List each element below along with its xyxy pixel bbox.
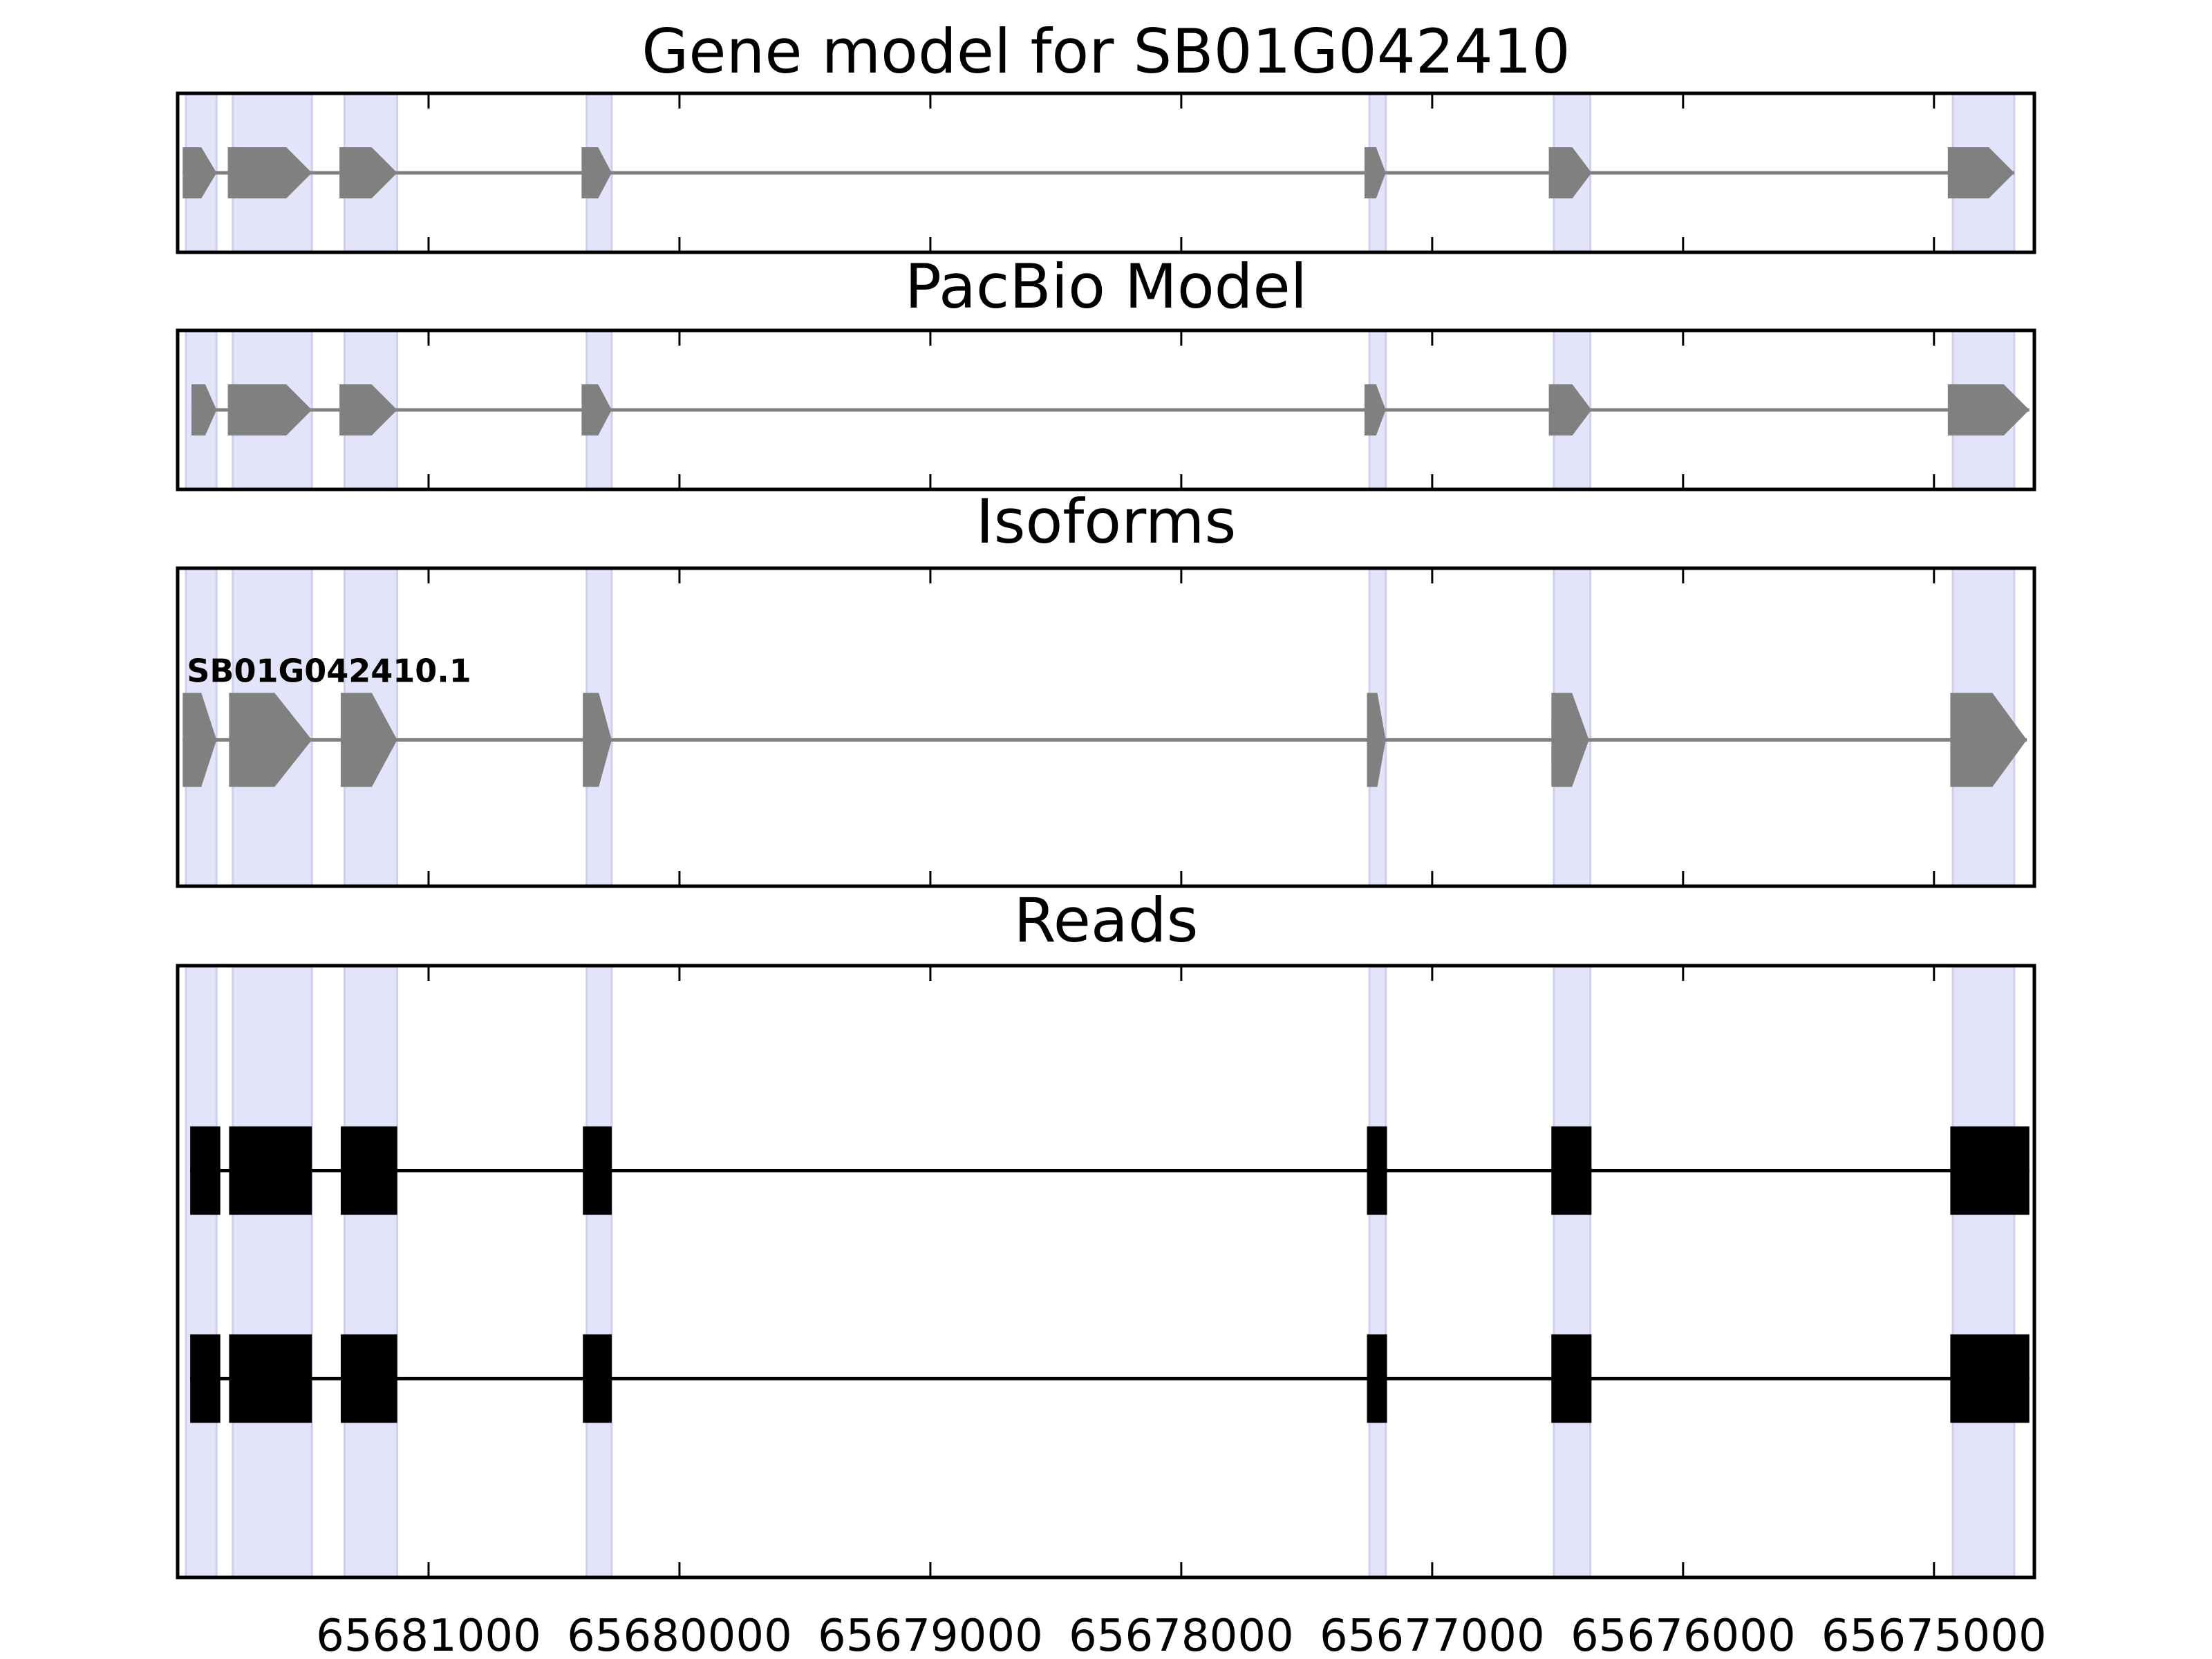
x-tick-label: 65678000: [1069, 1611, 1294, 1659]
read-exon-block: [190, 1126, 221, 1215]
exon-highlight-band: [585, 964, 613, 1579]
read-exon-block: [583, 1334, 612, 1423]
exon-highlight-band: [232, 964, 313, 1579]
read-exon-block: [1950, 1334, 2030, 1423]
exon-highlight-band: [185, 964, 218, 1579]
x-tick-label: 65676000: [1571, 1611, 1796, 1659]
exon-highlight-band: [1553, 964, 1592, 1579]
panel-frame: [176, 91, 2036, 254]
reads-panel: [176, 964, 2036, 1580]
read-exon-block: [1367, 1126, 1387, 1215]
exon-arrow: [227, 147, 312, 198]
panel-frame: [176, 566, 2036, 888]
exon-arrow: [191, 384, 217, 435]
exon-arrow: [1548, 147, 1592, 198]
read-exon-block: [229, 1126, 312, 1215]
gene-model-panel: [176, 91, 2036, 254]
exon-arrow: [340, 693, 397, 787]
exon-highlight-band: [343, 964, 399, 1579]
read-exon-block: [1950, 1126, 2030, 1215]
exon-arrow: [229, 693, 312, 787]
gene-model-title: Gene model for SB01G042410: [641, 16, 1571, 87]
exon-arrow: [1367, 693, 1386, 787]
exon-arrow: [1950, 693, 2027, 787]
pacbio-model-panel: [176, 328, 2036, 491]
read-exon-block: [583, 1126, 612, 1215]
exon-arrow: [339, 147, 397, 198]
exon-arrow: [1364, 384, 1386, 435]
exon-arrow: [581, 384, 612, 435]
x-tick-label: 65675000: [1821, 1611, 2047, 1659]
isoform-label: SB01G042410.1: [187, 652, 471, 689]
pacbio-model-title: PacBio Model: [905, 251, 1307, 322]
exon-arrow: [1548, 384, 1592, 435]
reads-title: Reads: [1014, 885, 1199, 956]
panel-frame: [176, 328, 2036, 491]
exon-arrow: [339, 384, 397, 435]
x-tick-label: 65681000: [316, 1611, 541, 1659]
exon-arrow: [1364, 147, 1386, 198]
exon-arrow: [583, 693, 612, 787]
exon-arrow: [581, 147, 612, 198]
read-exon-block: [340, 1126, 397, 1215]
exon-arrow: [1551, 693, 1589, 787]
exon-highlight-band: [1368, 964, 1387, 1579]
exon-highlight-band: [1951, 964, 2016, 1579]
read-exon-block: [1551, 1126, 1592, 1215]
x-tick-label: 65677000: [1320, 1611, 1545, 1659]
read-exon-block: [229, 1334, 312, 1423]
read-exon-block: [340, 1334, 397, 1423]
isoforms-title: Isoforms: [976, 486, 1237, 557]
exon-arrow: [1947, 147, 2014, 198]
exon-arrow: [227, 384, 312, 435]
x-axis-tick-labels: 65681000 65680000 65679000 65678000 65677000…: [316, 1611, 2047, 1659]
read-exon-block: [1551, 1334, 1592, 1423]
x-tick-label: 65679000: [818, 1611, 1043, 1659]
isoforms-panel: SB01G042410.1: [176, 566, 2036, 888]
exon-arrow: [182, 693, 217, 787]
read-exon-block: [1367, 1334, 1387, 1423]
exon-arrow: [1947, 384, 2030, 435]
exon-arrow: [182, 147, 217, 198]
x-tick-label: 65680000: [567, 1611, 792, 1659]
read-exon-block: [190, 1334, 221, 1423]
panel-frame: [176, 964, 2036, 1580]
